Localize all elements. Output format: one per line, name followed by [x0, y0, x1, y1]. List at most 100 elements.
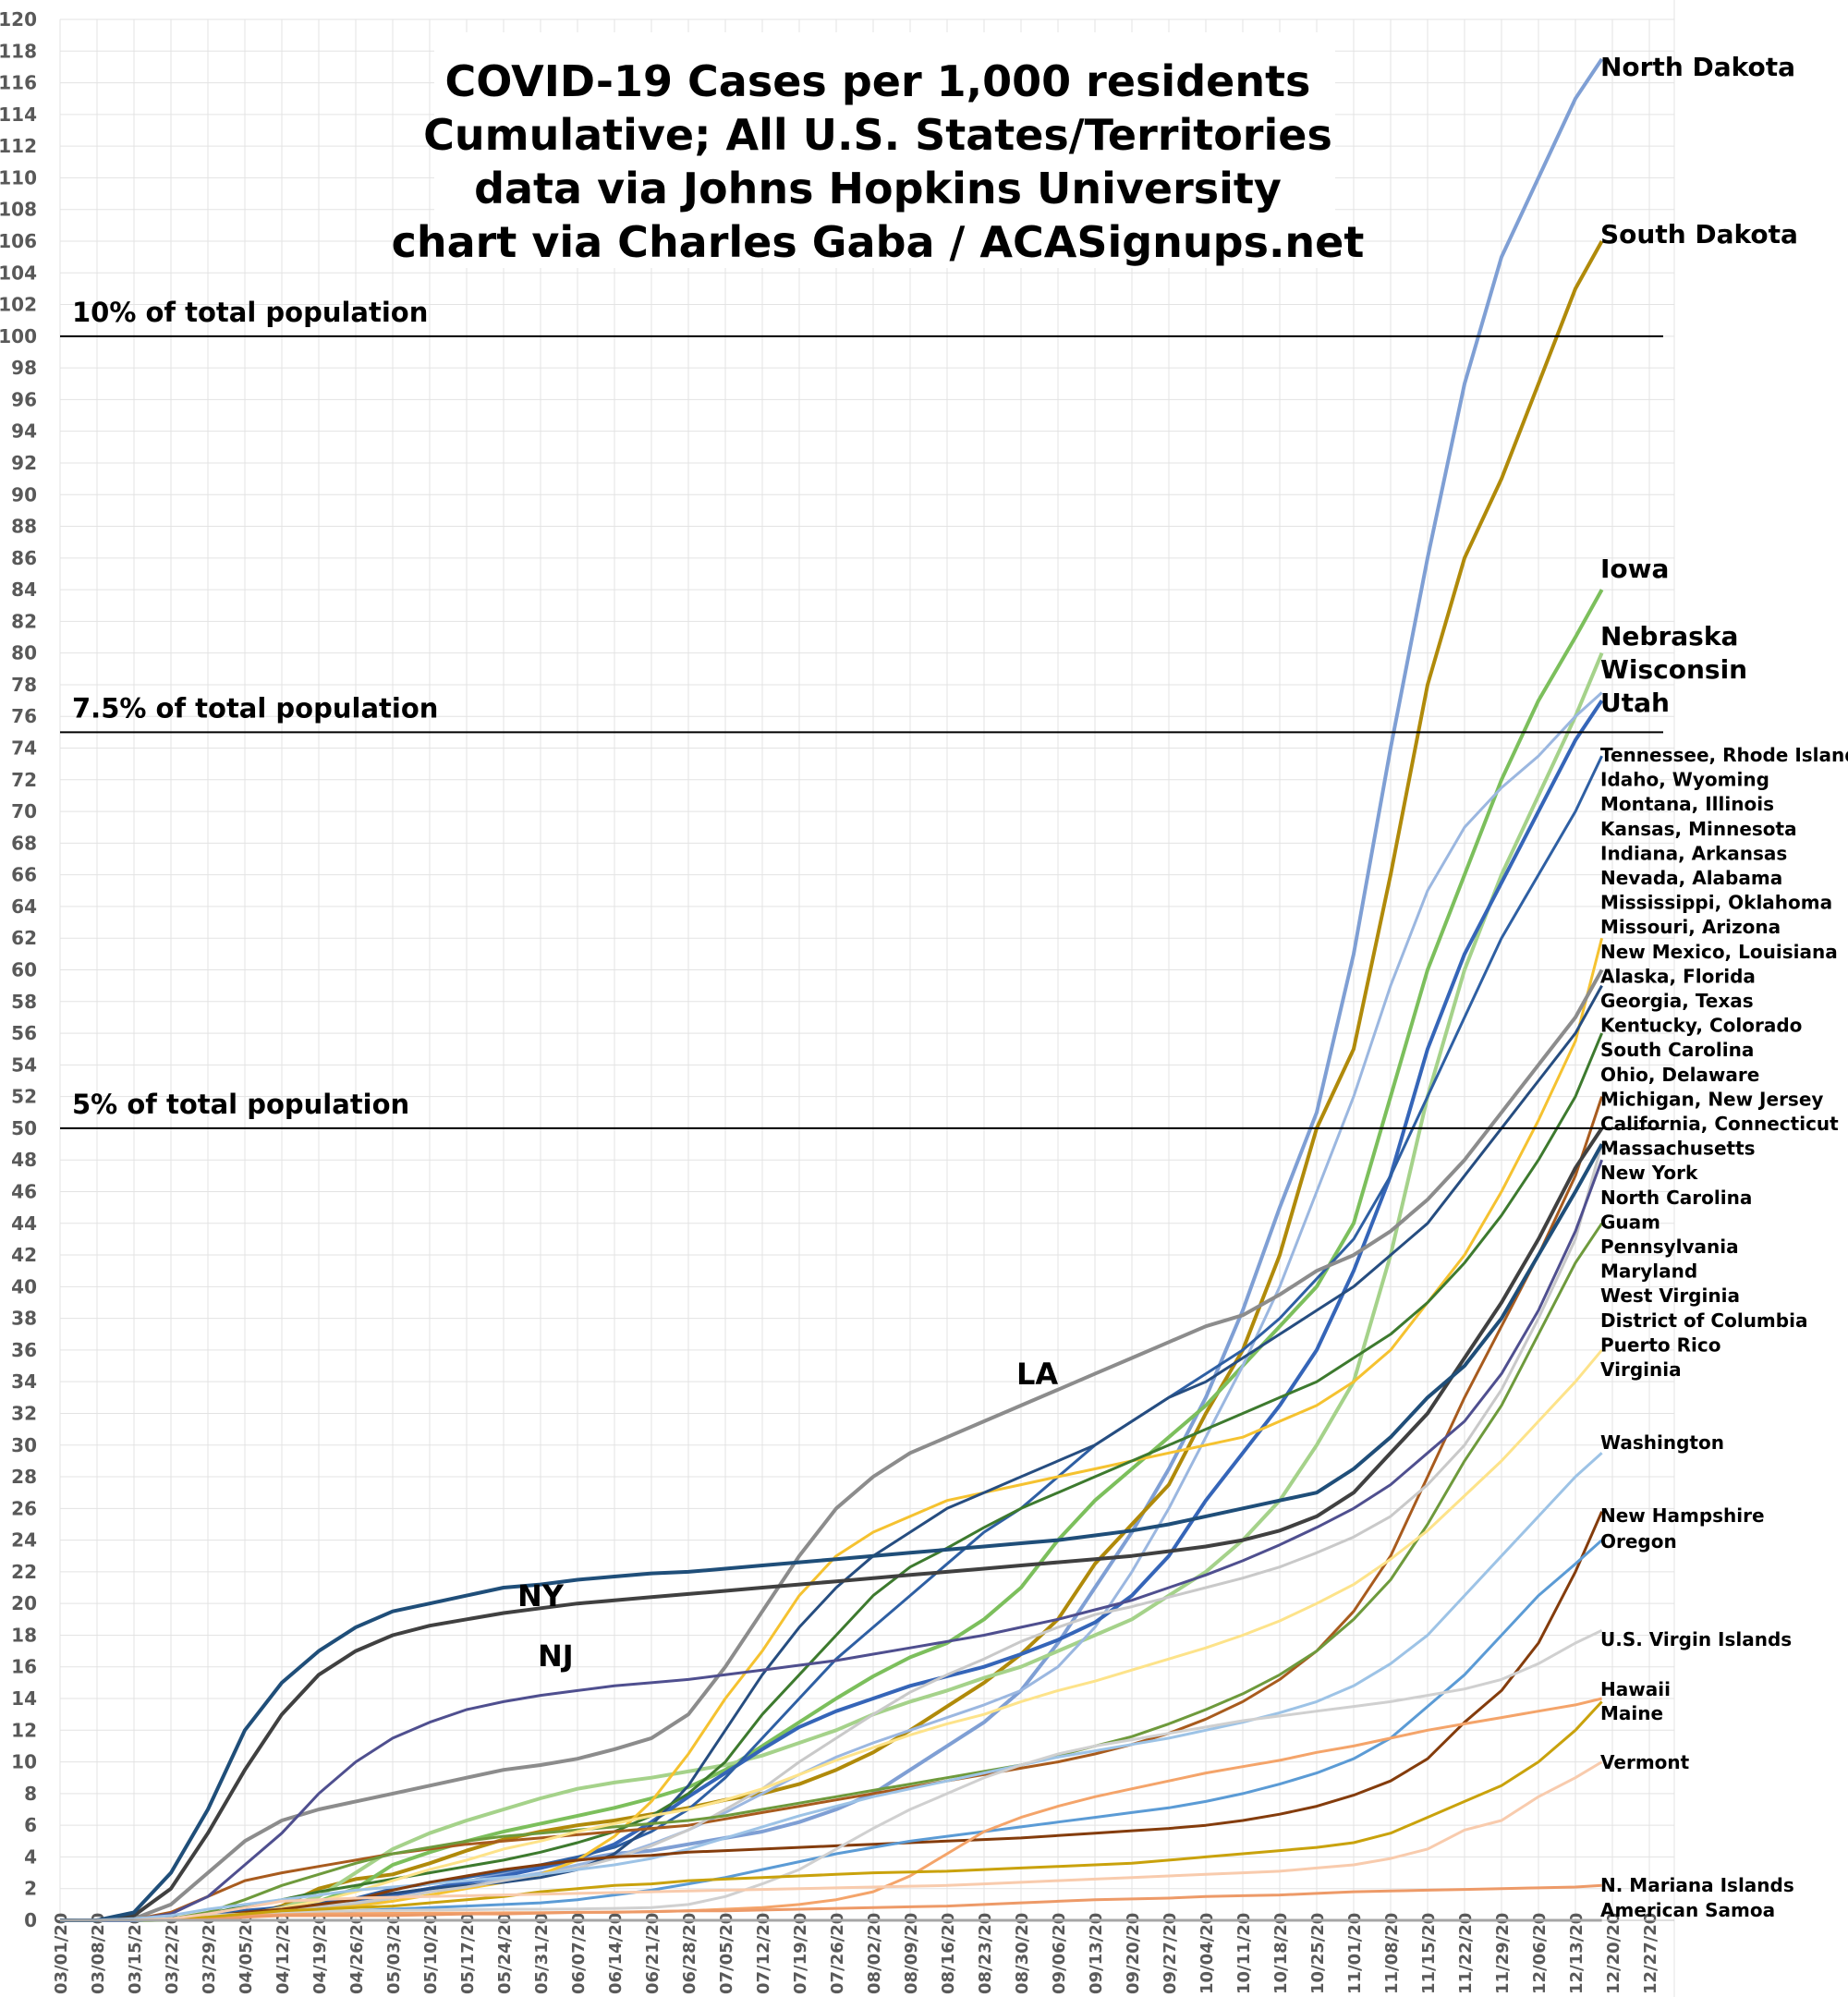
reference-line-label: 5% of total population: [72, 1089, 409, 1120]
y-tick-label: 68: [11, 832, 37, 854]
x-tick-label: 09/13/20: [1087, 1913, 1106, 1994]
x-tick-label: 06/28/20: [680, 1913, 699, 1994]
y-tick-label: 20: [11, 1592, 37, 1614]
y-tick-label: 36: [11, 1339, 37, 1361]
series-line-utah: [60, 699, 1604, 1922]
y-tick-label: 50: [11, 1117, 37, 1139]
y-tick-label: 34: [11, 1370, 37, 1393]
series-line-n-mariana-islands: [60, 1883, 1602, 1922]
series-line-maine: [60, 1700, 1603, 1922]
end-label: North Dakota: [1600, 52, 1795, 82]
end-label: Michigan, New Jersey: [1600, 1088, 1823, 1110]
end-label: Idaho, Wyoming: [1600, 769, 1769, 791]
series-line-hawaii: [60, 1697, 1602, 1922]
x-tick-label: 06/07/20: [569, 1913, 589, 1994]
end-label: California, Connecticut: [1600, 1113, 1839, 1135]
y-tick-label: 100: [0, 325, 37, 347]
x-tick-label: 08/16/20: [939, 1913, 958, 1994]
y-tick-label: 116: [0, 72, 37, 94]
end-label: Oregon: [1600, 1530, 1677, 1553]
end-label: District of Columbia: [1600, 1309, 1807, 1332]
series-line-louisiana: [60, 968, 1604, 1922]
y-tick-label: 56: [11, 1022, 37, 1044]
y-tick-label: 58: [11, 991, 37, 1013]
series-line-u-s-virgin-islands: [60, 1628, 1603, 1922]
x-tick-label: 10/18/20: [1271, 1913, 1291, 1994]
end-label: New York: [1600, 1162, 1698, 1184]
end-label: Massachusetts: [1600, 1138, 1756, 1160]
y-tick-label: 46: [11, 1180, 37, 1202]
series-line-new-hampshire: [60, 1511, 1603, 1922]
series-line-washington: [59, 1452, 1603, 1922]
y-tick-label: 26: [11, 1497, 37, 1519]
x-tick-label: 12/13/20: [1567, 1913, 1587, 1994]
x-tick-label: 04/26/20: [347, 1913, 367, 1994]
y-tick-label: 42: [11, 1244, 37, 1266]
y-tick-label: 44: [11, 1212, 37, 1235]
y-tick-label: 96: [11, 388, 37, 410]
x-tick-label: 08/02/20: [865, 1913, 884, 1994]
y-tick-label: 28: [11, 1466, 37, 1488]
y-tick-label: 74: [11, 737, 37, 760]
x-tick-label: 08/09/20: [902, 1913, 921, 1994]
x-tick-label: 06/14/20: [606, 1913, 626, 1994]
chart-title: COVID-19 Cases per 1,000 residents Cumul…: [392, 32, 1364, 268]
reference-line-label: 10% of total population: [72, 297, 428, 328]
reference-lines: 10% of total population 7.5% of total pop…: [60, 297, 1663, 1129]
end-label: Alaska, Florida: [1600, 965, 1756, 987]
series-line-new-york: [60, 1143, 1604, 1922]
x-tick-label: 03/08/20: [89, 1913, 108, 1994]
x-tick-label: 08/23/20: [976, 1913, 995, 1994]
y-tick-label: 4: [24, 1845, 37, 1868]
series-line-wisconsin: [60, 691, 1603, 1922]
end-label: Puerto Rico: [1600, 1333, 1720, 1356]
x-tick-label: 04/19/20: [310, 1913, 330, 1994]
y-tick-label: 86: [11, 547, 37, 569]
y-tick-label: 32: [11, 1402, 37, 1424]
series-line-pennsylvania: [60, 1222, 1603, 1922]
x-tick-label: 09/06/20: [1050, 1913, 1069, 1994]
end-label: Missouri, Arizona: [1600, 916, 1781, 938]
annotations: NY NJ LA: [517, 1357, 1058, 1674]
series-line-new-jersey: [60, 1126, 1604, 1922]
x-tick-label: 08/30/20: [1013, 1913, 1032, 1994]
x-tick-label: 04/12/20: [274, 1913, 293, 1994]
end-label: Kentucky, Colorado: [1600, 1015, 1802, 1037]
y-tick-label: 12: [11, 1719, 37, 1741]
x-tick-label: 09/20/20: [1124, 1913, 1143, 1994]
end-label: Mississippi, Oklahoma: [1600, 892, 1832, 914]
y-tick-label: 110: [0, 166, 37, 189]
annotation-ny: NY: [517, 1578, 565, 1613]
end-label: Virginia: [1600, 1358, 1682, 1381]
y-tick-label: 76: [11, 705, 37, 727]
y-tick-label: 14: [11, 1687, 37, 1710]
end-label: New Mexico, Louisiana: [1600, 941, 1838, 963]
x-tick-label: 03/01/20: [52, 1913, 71, 1994]
y-tick-label: 0: [24, 1909, 37, 1931]
title-background: [434, 32, 1335, 268]
end-label: Washington: [1600, 1431, 1724, 1454]
end-label: Iowa: [1600, 554, 1669, 584]
y-tick-label: 54: [11, 1053, 37, 1076]
y-tick-label: 24: [11, 1529, 37, 1552]
x-tick-label: 04/05/20: [237, 1913, 256, 1994]
x-tick-label: 03/22/20: [163, 1913, 182, 1994]
end-label: N. Mariana Islands: [1600, 1874, 1794, 1896]
end-label: Pennsylvania: [1600, 1236, 1739, 1258]
end-label: Tennessee, Rhode Island: [1600, 744, 1848, 766]
x-tick-label: 10/25/20: [1308, 1913, 1328, 1994]
end-label: Maine: [1600, 1702, 1663, 1724]
y-tick-label: 94: [11, 420, 37, 443]
x-tick-label: 12/06/20: [1530, 1913, 1550, 1994]
y-tick-label: 16: [11, 1656, 37, 1678]
end-label: Indiana, Arkansas: [1600, 842, 1787, 864]
x-tick-label: 07/26/20: [828, 1913, 847, 1994]
end-label: South Dakota: [1600, 219, 1798, 250]
title-line-2: Cumulative; All U.S. States/Territories: [423, 110, 1332, 160]
y-tick-label: 52: [11, 1086, 37, 1108]
y-tick-label: 118: [0, 40, 37, 62]
y-tick-label: 82: [11, 610, 37, 632]
y-tick-label: 70: [11, 800, 37, 822]
end-label: Nebraska: [1600, 621, 1738, 651]
end-label: North Carolina: [1600, 1187, 1752, 1209]
